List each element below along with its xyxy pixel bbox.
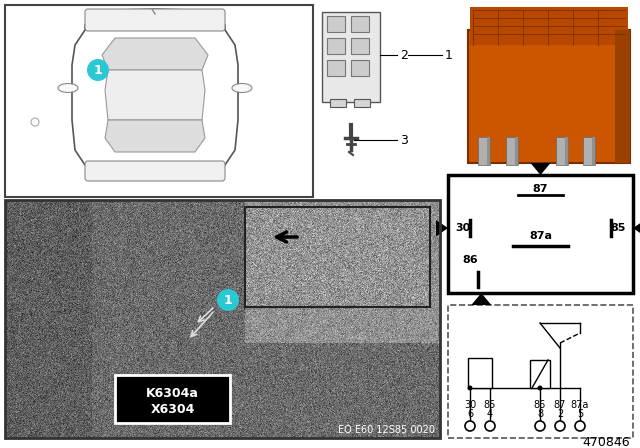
- Bar: [327, 60, 345, 76]
- Polygon shape: [72, 9, 238, 177]
- Bar: [592, 137, 595, 165]
- Text: 87: 87: [532, 184, 548, 194]
- Bar: [478, 137, 490, 165]
- Text: 85: 85: [484, 400, 496, 410]
- Text: K6304a: K6304a: [146, 387, 199, 400]
- Text: 85: 85: [611, 223, 626, 233]
- Bar: [583, 137, 595, 165]
- Circle shape: [465, 421, 475, 431]
- Bar: [615, 30, 630, 163]
- Bar: [115, 375, 230, 423]
- Polygon shape: [531, 163, 550, 175]
- Text: 87a: 87a: [529, 231, 552, 241]
- Text: 1: 1: [93, 64, 102, 77]
- Bar: [327, 16, 345, 32]
- Bar: [351, 16, 369, 32]
- Bar: [470, 7, 628, 45]
- Text: 470846: 470846: [582, 435, 630, 448]
- Text: 87a: 87a: [571, 400, 589, 410]
- Text: 30: 30: [456, 223, 470, 233]
- Bar: [245, 207, 430, 307]
- Bar: [322, 12, 380, 102]
- Text: 30: 30: [464, 400, 476, 410]
- Circle shape: [31, 118, 39, 126]
- Text: 1: 1: [223, 293, 232, 306]
- FancyBboxPatch shape: [85, 9, 225, 31]
- Polygon shape: [633, 220, 640, 237]
- Bar: [351, 60, 369, 76]
- Circle shape: [467, 385, 472, 391]
- Circle shape: [535, 421, 545, 431]
- Ellipse shape: [58, 83, 78, 92]
- Polygon shape: [105, 120, 205, 152]
- Text: 87: 87: [554, 400, 566, 410]
- Bar: [354, 99, 370, 107]
- Text: 1: 1: [445, 48, 453, 61]
- Bar: [327, 38, 345, 54]
- Text: 2: 2: [557, 409, 563, 419]
- Bar: [506, 137, 518, 165]
- Circle shape: [575, 421, 585, 431]
- FancyBboxPatch shape: [85, 161, 225, 181]
- Bar: [530, 360, 550, 388]
- Bar: [330, 99, 346, 107]
- Text: X6304: X6304: [150, 402, 195, 415]
- Circle shape: [87, 59, 109, 81]
- Text: 3: 3: [400, 134, 408, 146]
- Text: EO E60 12S85 0020: EO E60 12S85 0020: [338, 425, 435, 435]
- Bar: [448, 175, 633, 293]
- Bar: [351, 38, 369, 54]
- Text: 5: 5: [577, 409, 583, 419]
- Polygon shape: [471, 293, 492, 305]
- Text: 86: 86: [534, 400, 546, 410]
- Polygon shape: [436, 220, 448, 237]
- Circle shape: [555, 421, 565, 431]
- Text: 8: 8: [537, 409, 543, 419]
- Text: 6: 6: [467, 409, 473, 419]
- Polygon shape: [102, 38, 208, 70]
- Bar: [487, 137, 490, 165]
- Circle shape: [485, 421, 495, 431]
- Text: 4: 4: [487, 409, 493, 419]
- Bar: [5, 5, 313, 197]
- Bar: [448, 305, 633, 438]
- Bar: [468, 30, 630, 163]
- Bar: [565, 137, 568, 165]
- Bar: [515, 137, 518, 165]
- Bar: [5, 200, 440, 438]
- Text: 2: 2: [400, 48, 408, 61]
- Circle shape: [217, 289, 239, 311]
- Ellipse shape: [232, 83, 252, 92]
- Text: 86: 86: [462, 255, 478, 265]
- Bar: [468, 358, 492, 388]
- Polygon shape: [105, 70, 205, 120]
- Circle shape: [538, 385, 543, 391]
- Bar: [556, 137, 568, 165]
